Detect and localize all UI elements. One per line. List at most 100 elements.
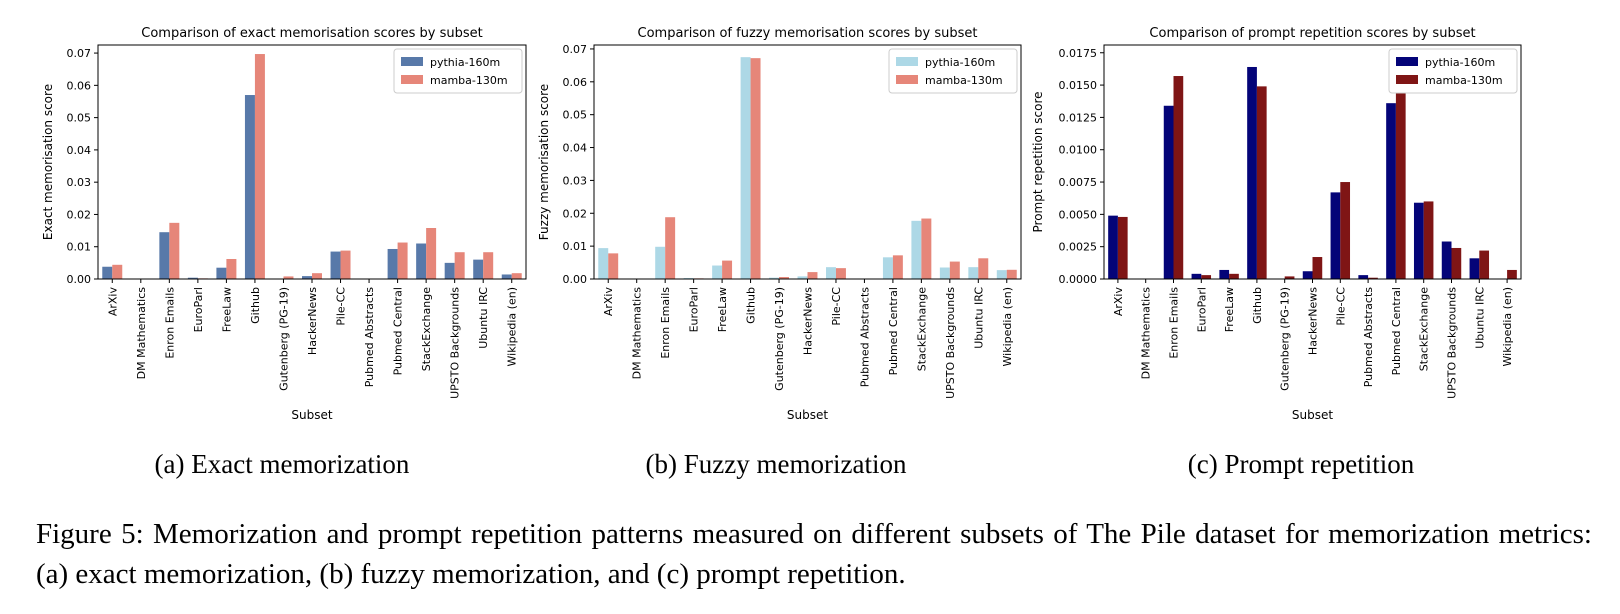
x-tick-label: FreeLaw (220, 287, 233, 332)
bar-pythia-6 (769, 277, 780, 279)
bar-mamba-13 (978, 258, 989, 279)
bar-pythia-12 (1441, 241, 1452, 279)
figure-caption: Figure 5: Memorization and prompt repeti… (36, 518, 1592, 590)
y-tick-label: 0.0000 (1059, 273, 1098, 286)
bar-mamba-7 (807, 272, 818, 279)
bar-mamba-6 (1284, 276, 1295, 279)
bar-pythia-14 (501, 274, 512, 279)
x-tick-label: Github (745, 287, 758, 324)
x-tick-label: Enron Emails (1168, 287, 1181, 359)
y-tick-label: 0.03 (67, 176, 92, 189)
legend-box (393, 48, 523, 94)
bar-mamba-14 (511, 273, 522, 279)
y-tick-label: 0.04 (67, 144, 92, 157)
y-tick-label: 0.07 (563, 43, 588, 56)
x-tick-label: Gutenberg (PG-19) (1279, 287, 1292, 391)
bar-pythia-3 (187, 277, 198, 279)
x-tick-label: HackerNews (306, 287, 319, 355)
x-tick-label: Gutenberg (PG-19) (277, 287, 290, 391)
chart-panel-2: Comparison of fuzzy memorisation scores … (537, 26, 1022, 479)
legend-swatch-1 (896, 57, 918, 66)
subfigure-caption: (b) Fuzzy memorization (646, 449, 907, 479)
bar-pythia-7 (1302, 271, 1313, 279)
bar-mamba-0 (112, 264, 123, 279)
legend: pythia-160m mamba-130m (1388, 48, 1518, 94)
x-tick-label: FreeLaw (1223, 287, 1236, 332)
bar-pythia-11 (911, 220, 922, 279)
legend-swatch-2 (1396, 75, 1418, 84)
y-tick-label: 0.01 (563, 240, 588, 253)
bar-mamba-10 (397, 242, 408, 279)
y-tick-label: 0.02 (67, 208, 92, 221)
x-tick-label: Pile-CC (830, 287, 843, 326)
y-axis-label: Prompt repetition score (1031, 92, 1045, 233)
x-tick-label: FreeLaw (716, 287, 729, 332)
bar-pythia-13 (473, 259, 484, 279)
x-tick-label: Pubmed Central (1390, 287, 1403, 375)
legend-box (888, 48, 1018, 94)
y-axis-label: Fuzzy memorisation score (537, 84, 551, 240)
x-tick-label: DM Mathematics (631, 287, 644, 380)
bar-mamba-12 (1451, 247, 1462, 279)
y-tick-label: 0.04 (563, 142, 588, 155)
x-tick-label: Pubmed Abstracts (363, 287, 376, 388)
legend-label-1: pythia-160m (925, 56, 995, 69)
bar-pythia-10 (387, 248, 398, 279)
legend-swatch-1 (1396, 57, 1418, 66)
bar-pythia-3 (1191, 273, 1202, 279)
bar-mamba-9 (1368, 277, 1378, 279)
bar-mamba-10 (1395, 56, 1406, 279)
bar-pythia-7 (302, 276, 312, 279)
y-tick-label: 0.0100 (1059, 144, 1098, 157)
x-tick-label: HackerNews (1307, 287, 1320, 355)
y-tick-label: 0.00 (563, 273, 588, 286)
y-tick-label: 0.0125 (1059, 111, 1098, 124)
y-tick-label: 0.0075 (1059, 176, 1098, 189)
x-tick-label: Github (249, 287, 262, 324)
y-tick-label: 0.0150 (1059, 79, 1098, 92)
x-tick-label: Ubuntu IRC (1473, 287, 1486, 349)
legend-box (1388, 48, 1518, 94)
bar-mamba-4 (1229, 273, 1239, 279)
y-tick-label: 0.03 (563, 174, 588, 187)
bar-pythia-8 (826, 267, 836, 279)
x-tick-label: StackExchange (420, 287, 433, 371)
chart-title: Comparison of fuzzy memorisation scores … (638, 26, 978, 41)
bar-mamba-13 (1479, 250, 1490, 279)
bar-pythia-4 (1219, 269, 1230, 279)
bar-mamba-0 (1117, 216, 1128, 279)
x-tick-label: UPSTO Backgrounds (449, 287, 462, 399)
y-tick-label: 0.0025 (1059, 241, 1098, 254)
bar-pythia-11 (416, 243, 427, 279)
bar-pythia-0 (598, 248, 609, 279)
x-tick-label: Pubmed Central (392, 287, 405, 375)
x-tick-label: Pubmed Abstracts (1362, 287, 1375, 388)
bar-mamba-2 (665, 217, 676, 279)
x-tick-label: Gutenberg (PG-19) (773, 287, 786, 391)
subfigure-caption: (c) Prompt repetition (1188, 449, 1415, 479)
bar-mamba-14 (1507, 269, 1517, 279)
bar-pythia-2 (159, 232, 170, 279)
legend: pythia-160m mamba-130m (888, 48, 1018, 94)
x-tick-label: Wikipedia (en) (1501, 287, 1514, 366)
bar-mamba-4 (722, 260, 733, 279)
bar-pythia-5 (740, 57, 751, 279)
bar-pythia-8 (330, 251, 341, 279)
bar-mamba-7 (1312, 257, 1323, 279)
bar-mamba-3 (1201, 275, 1212, 279)
chart-title: Comparison of prompt repetition scores b… (1149, 26, 1475, 41)
x-tick-label: Wikipedia (en) (1001, 287, 1014, 366)
chart-title: Comparison of exact memorisation scores … (141, 26, 483, 41)
legend-label-1: pythia-160m (1425, 56, 1495, 69)
bar-mamba-12 (949, 261, 960, 279)
bar-pythia-5 (244, 95, 255, 279)
bar-pythia-7 (797, 276, 808, 279)
bar-pythia-9 (1358, 275, 1369, 279)
x-tick-label: StackExchange (1418, 287, 1431, 371)
chart-panel-3: Comparison of prompt repetition scores b… (1031, 26, 1522, 479)
y-tick-label: 0.02 (563, 207, 588, 220)
bar-pythia-5 (1247, 66, 1257, 279)
bar-pythia-8 (1330, 192, 1341, 279)
x-tick-label: DM Mathematics (135, 287, 148, 380)
